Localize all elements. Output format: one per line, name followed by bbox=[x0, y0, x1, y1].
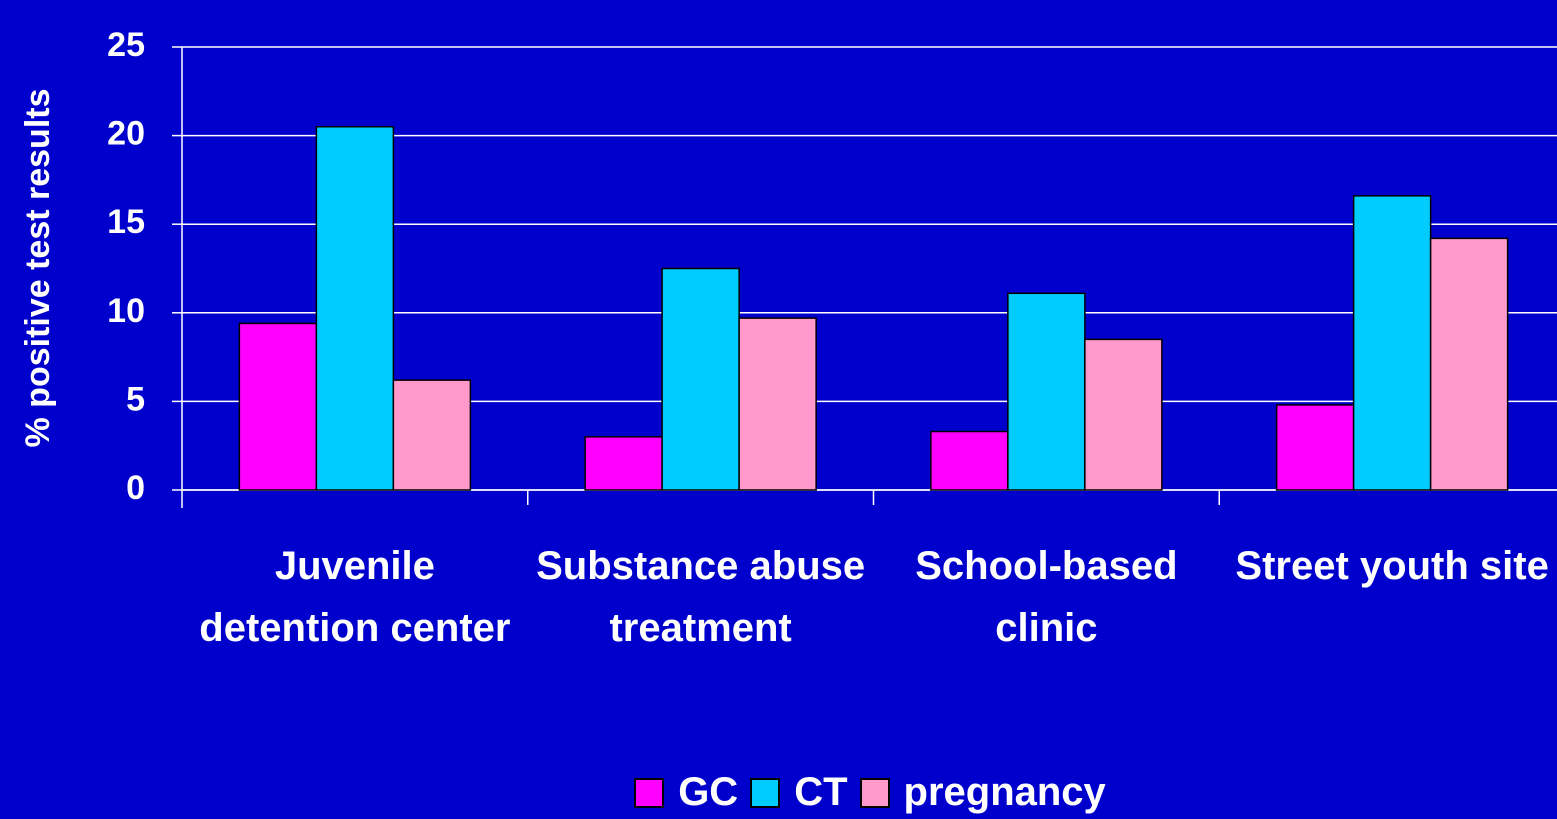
bar bbox=[1429, 237, 1509, 491]
x-tick-label: Substance abuse treatment bbox=[536, 544, 866, 650]
bar bbox=[1352, 195, 1432, 491]
y-tick-label: 5 bbox=[126, 380, 145, 418]
legend-swatch bbox=[859, 777, 890, 808]
legend-swatch bbox=[750, 777, 781, 808]
x-tick-label: Juvenile detention center bbox=[199, 544, 511, 650]
bar bbox=[930, 430, 1009, 491]
y-axis-label: % positive test results bbox=[19, 88, 57, 447]
bar bbox=[238, 322, 318, 491]
x-tick-label: Street youth site bbox=[1235, 544, 1549, 588]
bar bbox=[661, 267, 740, 491]
bar bbox=[1084, 338, 1163, 491]
bar bbox=[738, 317, 817, 491]
legend-label: CT bbox=[794, 770, 848, 814]
y-tick-label: 25 bbox=[107, 26, 145, 64]
y-tick-label: 0 bbox=[126, 469, 145, 507]
bar bbox=[1275, 404, 1355, 491]
legend-swatch bbox=[634, 777, 665, 808]
legend-item: GC bbox=[628, 770, 738, 815]
x-tick-label: School-based clinic bbox=[915, 544, 1178, 650]
bar bbox=[392, 379, 472, 491]
legend-item: CT bbox=[744, 770, 848, 815]
bar bbox=[1007, 292, 1086, 491]
legend-label: GC bbox=[678, 770, 739, 814]
y-tick-label: 15 bbox=[107, 203, 145, 241]
bar bbox=[584, 436, 663, 491]
y-tick-label: 20 bbox=[107, 115, 145, 153]
legend-item: pregnancy bbox=[854, 770, 1106, 815]
bar bbox=[315, 125, 395, 491]
legend-label: pregnancy bbox=[903, 770, 1106, 814]
y-tick-label: 10 bbox=[107, 292, 145, 330]
legend: GC CT pregnancy bbox=[0, 770, 1557, 815]
